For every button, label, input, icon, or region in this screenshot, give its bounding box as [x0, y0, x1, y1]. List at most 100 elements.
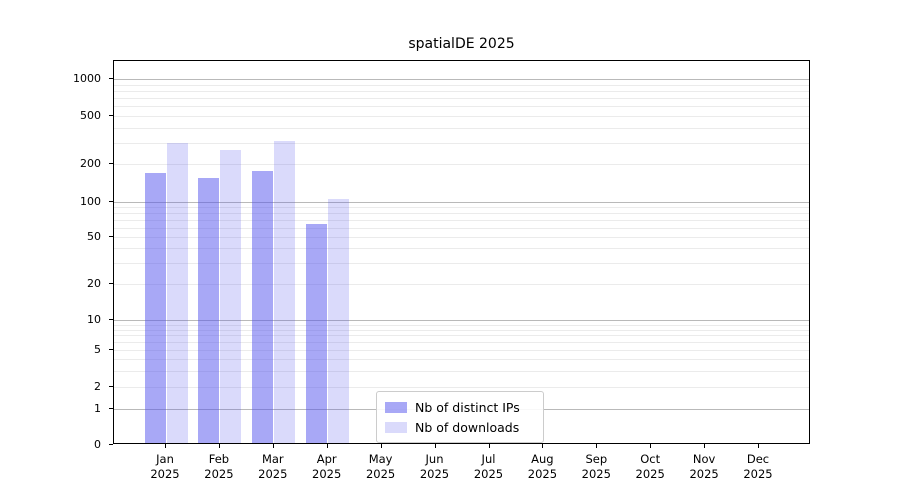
- y-tick-label: 1000: [73, 71, 101, 85]
- y-tick-mark: [109, 444, 113, 445]
- minor-gridline: [114, 164, 809, 165]
- minor-gridline: [114, 84, 809, 86]
- minor-gridline: [114, 142, 809, 144]
- minor-gridline: [114, 359, 809, 360]
- y-tick-label: 0: [94, 437, 101, 451]
- minor-gridline: [114, 116, 809, 117]
- minor-gridline: [114, 370, 809, 372]
- x-tick-mark: [704, 444, 706, 448]
- y-tick-label: 200: [80, 156, 101, 170]
- x-tick-label-month: Sep: [585, 452, 608, 466]
- y-tick-label: 20: [87, 276, 101, 290]
- y-tick-label: 1: [94, 401, 101, 415]
- x-tick-label: Oct 2025: [623, 452, 677, 482]
- y-tick-mark: [109, 349, 113, 350]
- x-tick-label-year: 2025: [312, 467, 342, 481]
- x-tick-mark: [542, 444, 544, 448]
- minor-gridline: [114, 237, 809, 238]
- y-tick-label: 100: [80, 194, 101, 208]
- x-tick-label: Nov 2025: [677, 452, 731, 482]
- y-tick-mark: [109, 319, 113, 320]
- legend-item: Nb of downloads: [385, 417, 535, 437]
- bar-apr-s0: [306, 224, 328, 443]
- minor-gridline: [114, 106, 809, 108]
- minor-gridline: [114, 248, 809, 250]
- x-tick-mark: [488, 444, 490, 448]
- x-tick-label-month: Jun: [425, 452, 444, 466]
- bar-feb-s0: [198, 177, 220, 443]
- y-tick-mark: [109, 283, 113, 284]
- x-tick-label: Dec 2025: [731, 452, 785, 482]
- x-tick-label-year: 2025: [635, 467, 665, 481]
- y-tick-label: 5: [94, 342, 101, 356]
- x-tick-label-month: Dec: [746, 452, 770, 466]
- x-tick-mark: [165, 444, 166, 448]
- x-tick-mark: [650, 444, 652, 448]
- x-tick-label-month: Jul: [481, 452, 496, 466]
- chart-title: spatialDE 2025: [408, 36, 515, 52]
- bar-apr-s1: [328, 198, 350, 443]
- x-tick-label: Aug 2025: [515, 452, 569, 482]
- minor-gridline: [114, 350, 809, 351]
- x-tick-label: Feb 2025: [192, 452, 246, 482]
- x-tick-label-month: Nov: [692, 452, 716, 466]
- bar-mar-s0: [252, 170, 274, 443]
- y-tick-mark: [109, 408, 113, 409]
- y-tick-mark: [109, 78, 113, 79]
- minor-gridline: [114, 329, 809, 331]
- minor-gridline: [114, 263, 809, 265]
- minor-gridline: [114, 207, 809, 209]
- minor-gridline: [114, 342, 809, 344]
- x-tick-mark: [218, 444, 220, 448]
- x-tick-label-year: 2025: [473, 467, 504, 481]
- x-tick-label-year: 2025: [743, 467, 773, 481]
- x-tick-label-year: 2025: [419, 467, 450, 481]
- legend-swatch: [385, 401, 407, 413]
- major-gridline: [114, 79, 809, 80]
- legend-swatch: [385, 421, 407, 433]
- x-tick-label-year: 2025: [204, 467, 234, 481]
- x-tick-label-year: 2025: [150, 467, 180, 481]
- x-tick-label-month: Jan: [156, 452, 174, 466]
- x-tick-label-month: Mar: [261, 452, 284, 466]
- y-tick-mark: [109, 236, 113, 237]
- minor-gridline: [114, 227, 809, 229]
- minor-gridline: [114, 220, 809, 221]
- x-tick-label: Sep 2025: [569, 452, 623, 482]
- bar-mar-s1: [274, 140, 296, 443]
- y-tick-label: 2: [94, 379, 101, 393]
- y-tick-mark: [109, 163, 113, 164]
- x-tick-label-month: Apr: [316, 452, 337, 466]
- minor-gridline: [114, 335, 809, 337]
- minor-gridline: [114, 127, 809, 129]
- x-tick-label: Jul 2025: [462, 452, 516, 482]
- x-tick-label-year: 2025: [527, 467, 558, 481]
- bar-feb-s1: [220, 150, 242, 443]
- legend-label: Nb of distinct IPs: [415, 399, 520, 415]
- major-gridline: [114, 202, 809, 203]
- x-tick-label: May 2025: [354, 452, 408, 482]
- x-tick-mark: [434, 444, 436, 448]
- minor-gridline: [114, 387, 809, 388]
- x-tick-mark: [380, 444, 382, 448]
- bar-jan-s0: [144, 172, 166, 443]
- y-tick-mark: [109, 115, 113, 116]
- x-tick-label-month: Feb: [208, 452, 230, 466]
- x-tick-label: Mar 2025: [246, 452, 300, 482]
- minor-gridline: [114, 213, 809, 215]
- y-tick-mark: [109, 386, 113, 387]
- x-tick-label-month: Aug: [531, 452, 554, 466]
- x-tick-label-year: 2025: [581, 467, 611, 481]
- x-tick-mark: [596, 444, 598, 448]
- x-tick-mark: [272, 444, 274, 448]
- x-tick-label: Jun 2025: [408, 452, 462, 482]
- x-tick-label-year: 2025: [258, 467, 288, 481]
- x-tick-mark: [326, 444, 328, 448]
- x-tick-label-year: 2025: [365, 467, 396, 481]
- minor-gridline: [114, 98, 809, 99]
- minor-gridline: [114, 90, 809, 92]
- y-tick-label: 50: [87, 229, 101, 243]
- x-tick-label: Jan 2025: [138, 452, 192, 482]
- legend-item: Nb of distinct IPs: [385, 397, 535, 417]
